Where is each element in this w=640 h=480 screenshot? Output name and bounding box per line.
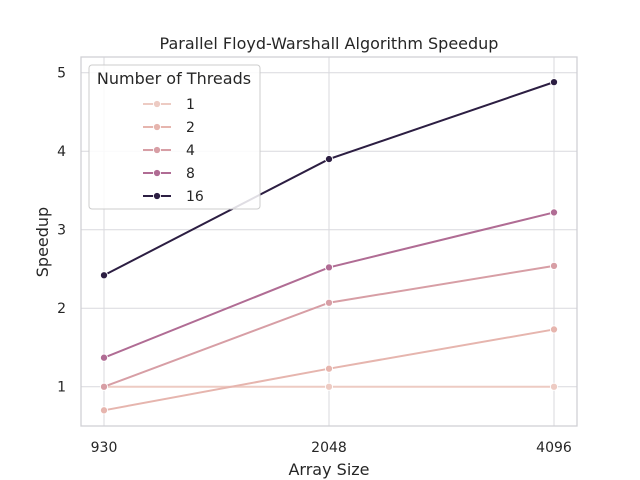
data-point-16	[549, 78, 559, 87]
data-point-1	[549, 382, 559, 391]
chart-title: Parallel Floyd-Warshall Algorithm Speedu…	[160, 34, 499, 53]
data-point-4	[549, 261, 559, 270]
legend-box	[88, 64, 261, 210]
data-point-8	[99, 353, 109, 362]
legend-label: 2	[186, 120, 195, 136]
x-tick-labels: 930 2048 4096	[91, 440, 572, 456]
legend-items: 1 2 4 8 16	[143, 97, 204, 205]
data-point-2	[99, 406, 109, 415]
data-point-2	[324, 364, 334, 373]
data-point-4	[324, 298, 334, 307]
legend-label: 1	[186, 97, 195, 113]
x-tick-label: 2048	[311, 440, 347, 456]
data-point-8	[549, 208, 559, 217]
y-tick-label: 3	[57, 223, 66, 239]
legend-swatch-marker	[152, 122, 162, 132]
plot-frame	[80, 56, 578, 427]
data-point-1	[324, 382, 334, 391]
legend-label: 4	[186, 143, 195, 159]
legend-swatch-marker	[152, 191, 162, 201]
y-tick-label: 1	[57, 380, 66, 396]
data-point-16	[324, 155, 334, 164]
data-point-8	[324, 263, 334, 272]
series-lines	[99, 78, 559, 415]
x-axis-label: Array Size	[288, 460, 369, 479]
y-tick-labels: 1 2 3 4 5	[57, 66, 66, 396]
data-point-16	[99, 271, 109, 280]
legend-swatch-marker	[152, 99, 162, 109]
data-point-4	[99, 382, 109, 391]
x-tick-label: 4096	[536, 440, 572, 456]
y-tick-label: 4	[57, 144, 66, 160]
y-tick-label: 5	[57, 66, 66, 82]
y-axis-label: Speedup	[33, 207, 52, 277]
legend-title: Number of Threads	[97, 69, 251, 88]
legend-label: 8	[186, 166, 195, 182]
legend-swatch-marker	[152, 168, 162, 178]
data-point-2	[549, 325, 559, 334]
legend-swatch-marker	[152, 145, 162, 155]
legend-label: 16	[186, 189, 204, 205]
x-tick-label: 930	[91, 440, 118, 456]
y-tick-label: 2	[57, 301, 66, 317]
legend: Number of Threads 1 2 4 8 16	[88, 64, 261, 210]
